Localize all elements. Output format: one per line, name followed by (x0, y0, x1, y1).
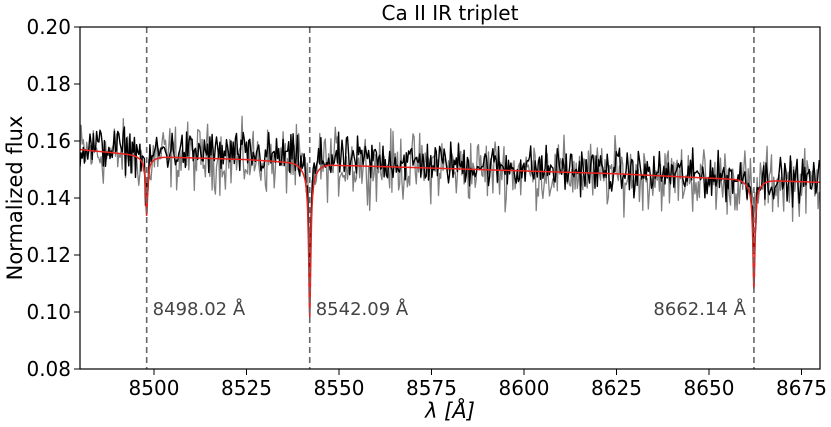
reference-label: 8498.02 Å (153, 298, 246, 320)
chart-title: Ca II IR triplet (382, 1, 519, 25)
y-tick-label: 0.18 (26, 72, 71, 96)
reference-markers: 8498.02 Å 8542.09 Å 8662.14 Å (145, 27, 755, 369)
x-tick-label: 8675 (776, 376, 827, 400)
x-tick-label: 8550 (314, 376, 365, 400)
x-tick-label: 8500 (129, 376, 180, 400)
y-tick-label: 0.12 (26, 243, 71, 267)
reference-label: 8662.14 Å (653, 298, 746, 320)
y-tick-label: 0.10 (26, 300, 71, 324)
x-axis: 8500 8525 8550 8575 8600 8625 8650 8675 (129, 369, 827, 400)
y-tick-label: 0.08 (26, 357, 71, 381)
x-tick-label: 8650 (684, 376, 735, 400)
y-tick-label: 0.16 (26, 129, 71, 153)
series-red-model (80, 148, 820, 319)
y-axis: 0.08 0.10 0.12 0.14 0.16 0.18 0.20 (26, 15, 80, 381)
plot-area (80, 115, 820, 319)
series-black-noisy (80, 126, 820, 286)
y-axis-label: Normalized flux (3, 116, 27, 281)
x-tick-label: 8575 (406, 376, 457, 400)
y-tick-label: 0.14 (26, 186, 71, 210)
x-axis-label: λ [Å] (424, 397, 475, 423)
x-tick-label: 8525 (221, 376, 272, 400)
reference-label: 8542.09 Å (316, 298, 409, 320)
x-tick-label: 8625 (591, 376, 642, 400)
x-tick-label: 8600 (499, 376, 550, 400)
y-tick-label: 0.20 (26, 15, 71, 39)
